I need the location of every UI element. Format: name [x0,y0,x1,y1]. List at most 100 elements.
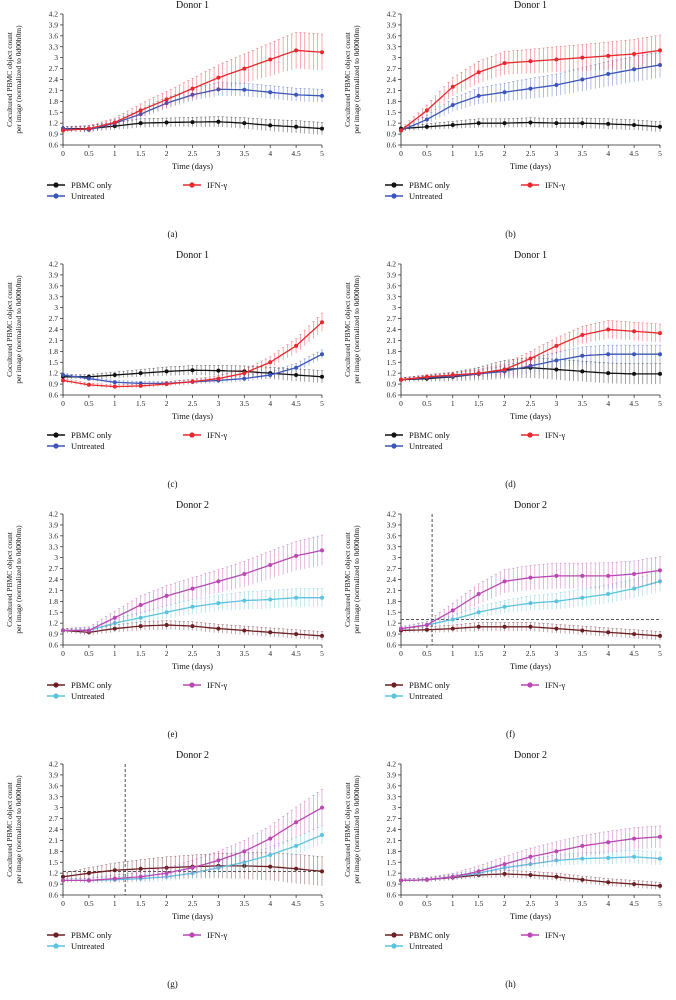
y-tick-label: 3 [54,53,58,62]
x-axis-label: Time (days) [510,411,551,421]
x-tick-label: 1 [113,899,117,908]
x-tick-label: 0 [61,149,65,158]
legend-swatch-marker [189,432,195,438]
data-point [268,630,273,635]
legend-item-pbmc_only: PBMC only [385,680,451,690]
data-point [320,633,324,638]
panel-label: (e) [168,729,178,739]
y-tick-label: 1.8 [49,97,59,106]
data-point [61,628,65,633]
data-point [112,876,117,881]
x-tick-label: 1 [451,899,455,908]
legend-item-untreated: Untreated [47,441,105,451]
data-point [424,374,429,379]
x-tick-label: 0 [61,899,65,908]
x-tick-label: 3.5 [578,649,588,658]
data-point [268,597,273,602]
y-tick-label: 3.6 [49,281,59,290]
data-point [658,352,662,357]
panel-label: (b) [505,229,516,239]
data-point [528,59,533,64]
legend-label: PBMC only [409,430,451,440]
data-point [164,871,169,876]
x-tick-label: 1.5 [136,399,146,408]
legend-item-pbmc_only: PBMC only [47,430,113,440]
x-tick-label: 0.5 [84,649,94,658]
data-point [554,358,559,363]
y-tick-label: 3.6 [49,531,59,540]
data-point [580,332,585,337]
x-tick-label: 4 [606,399,610,408]
data-point [632,572,637,577]
legend-item-untreated: Untreated [47,941,105,951]
data-point [320,869,324,874]
data-point [476,592,481,597]
legend-item-untreated: Untreated [385,691,443,701]
series-pbmc_only [399,869,662,890]
y-tick-label: 1.2 [49,869,59,878]
data-point [138,602,143,607]
data-point [606,840,611,845]
data-point [138,615,143,620]
data-point [632,67,637,72]
legend-label: PBMC only [71,680,113,690]
data-point [632,854,637,859]
legend-item-ifn: IFN-γ [521,930,566,940]
y-tick-label: 3 [392,303,396,312]
x-tick-label: 3 [217,649,221,658]
x-tick-label: 4.5 [629,899,639,908]
x-tick-label: 4 [268,899,272,908]
y-tick-label: 2.1 [49,336,59,345]
data-point [580,353,585,358]
legend-label: IFN-γ [207,930,228,940]
x-tick-label: 0.5 [84,399,94,408]
data-point [580,55,585,60]
chart-title: Donor 2 [176,500,209,511]
y-tick-label: 1.2 [49,119,59,128]
data-point [320,320,324,325]
panel-label: (f) [506,729,515,739]
data-point [450,84,455,89]
series-ifn [61,534,324,635]
data-point [502,862,507,867]
data-point [606,573,611,578]
data-point [190,368,195,373]
y-axis-label-line: per image (normalized to 0d00h0m) [352,775,361,884]
chart-panel-d: Donor 1 0.6 0.9 1.2 1.5 1.8 2.1 2.4 2.7 3 3.3 3.6 3.… [343,250,662,489]
data-point [658,883,662,888]
data-point [138,624,143,629]
legend-label: IFN-γ [545,180,566,190]
y-axis-label-line: per image (normalized to 0d00h0m) [352,525,361,634]
data-point [268,57,273,62]
data-point [502,90,507,95]
y-axis-label-line: Cocultured PBMC object count [5,31,14,127]
legend-item-ifn: IFN-γ [183,930,228,940]
data-point [580,573,585,578]
x-tick-label: 4.5 [291,649,301,658]
y-tick-label: 1.8 [49,847,59,856]
data-point [294,595,299,600]
data-point [320,805,324,810]
y-tick-label: 1.2 [387,619,397,628]
data-point [632,371,637,376]
y-tick-label: 1.2 [387,369,397,378]
legend-label: PBMC only [409,180,451,190]
x-tick-label: 2 [165,399,169,408]
x-tick-label: 2.5 [526,399,536,408]
y-axis-label: Cocultured PBMC object countper image (n… [343,525,361,634]
x-axis-label: Time (days) [172,161,213,171]
panel-label: (g) [167,979,178,989]
data-point [294,92,299,97]
data-point [294,866,299,871]
y-tick-label: 2.4 [49,825,59,834]
legend-item-untreated: Untreated [385,191,443,201]
legend-label: IFN-γ [207,680,228,690]
legend-item-ifn: IFN-γ [521,680,566,690]
data-point [164,382,169,387]
data-point [476,624,481,629]
data-point [554,573,559,578]
y-tick-label: 2.4 [49,575,59,584]
data-point [450,626,455,631]
y-axis-label: Cocultured PBMC object countper image (n… [343,275,361,384]
